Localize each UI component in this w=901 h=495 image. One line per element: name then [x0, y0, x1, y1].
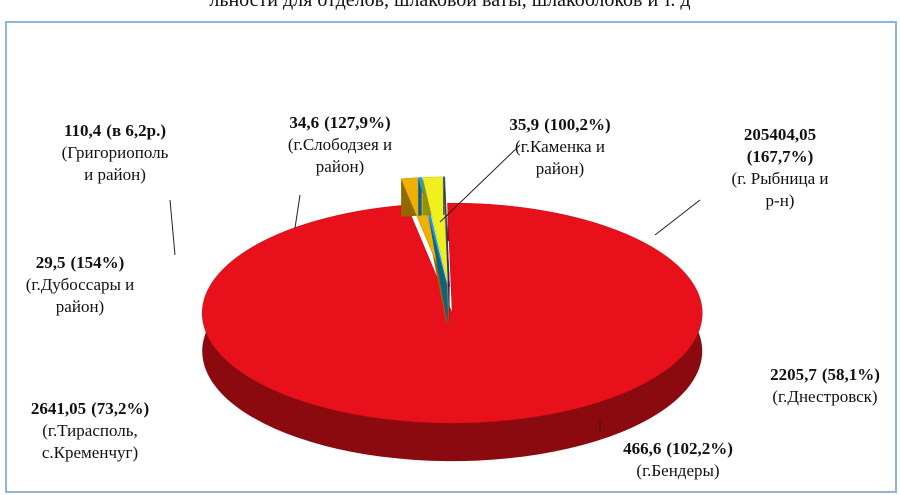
value-label: 35,9 (100,2%)	[509, 115, 610, 134]
value-label: 29,5 (154%)	[36, 253, 125, 272]
category-label: район)	[316, 157, 364, 176]
value: 2641,05	[31, 399, 86, 418]
value: 35,9	[509, 115, 539, 134]
value-label: 205404,05	[744, 125, 816, 144]
category-label: (г.Днестровск)	[772, 387, 877, 406]
value-label: 34,6 (127,9%)	[289, 113, 390, 132]
growth: (58,1%)	[822, 365, 880, 384]
value-label: 2205,7 (58,1%)	[770, 365, 880, 384]
value: 2205,7	[770, 365, 817, 384]
category-label: (г.Дубоссары и	[26, 275, 135, 294]
growth: (154%)	[70, 253, 124, 272]
value: 110,4	[64, 121, 102, 140]
slice-side	[418, 177, 448, 325]
category-label: с.Кременчуг)	[42, 443, 138, 462]
category-label: и район)	[84, 165, 146, 184]
growth: (127,9%)	[324, 113, 391, 132]
category-label: район)	[536, 159, 584, 178]
growth: (102,2%)	[666, 439, 733, 458]
value: 29,5	[36, 253, 66, 272]
category-label: (г.Бендеры)	[636, 461, 719, 480]
category-label: (г. Рыбница и	[732, 169, 829, 188]
value-label: 2641,05 (73,2%)	[31, 399, 149, 418]
category-label: район)	[56, 297, 104, 316]
leader-line	[439, 144, 521, 223]
growth: (100,2%)	[544, 115, 611, 134]
leader-line	[169, 199, 176, 256]
slice	[422, 176, 449, 287]
leader-line	[294, 194, 301, 229]
growth-label: (167,7%)	[747, 147, 814, 166]
value-label: 466,6 (102,2%)	[623, 439, 733, 458]
slice-side	[401, 177, 447, 325]
leader-line	[654, 199, 701, 236]
value-label: 110,4 (в 6,2р.)	[64, 121, 166, 140]
growth: (73,2%)	[91, 399, 149, 418]
category-label: (г.Каменка и	[515, 137, 605, 156]
chart-title: льности для отделов, шлаковой ваты, шлак…	[209, 0, 690, 11]
value: 466,6	[623, 439, 661, 458]
category-label: (Григориополь	[62, 143, 169, 162]
slice	[400, 177, 447, 288]
slice	[202, 202, 703, 424]
growth: (в 6,2р.)	[106, 121, 166, 140]
slice	[444, 176, 450, 287]
category-label: (г.Слободзея и	[288, 135, 392, 154]
value: 34,6	[289, 113, 319, 132]
category-label: (г.Тирасполь,	[42, 421, 137, 440]
category-label: р-н)	[766, 191, 795, 210]
slice-side	[422, 176, 449, 325]
